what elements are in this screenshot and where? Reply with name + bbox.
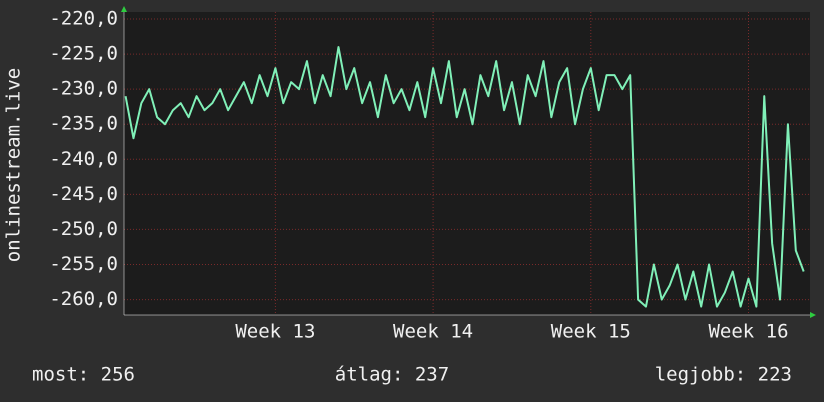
y-axis-arrow <box>121 6 127 12</box>
footer-average: átlag: 237 <box>335 364 449 386</box>
y-tick-label: -230,0 <box>49 78 118 100</box>
x-tick-label: Week 13 <box>235 321 315 343</box>
plot-area <box>124 12 810 315</box>
y-tick-label: -250,0 <box>49 218 118 240</box>
x-tick-label: Week 16 <box>708 321 788 343</box>
data-line <box>124 46 805 308</box>
x-tick-label: Week 14 <box>393 321 473 343</box>
y-tick-label: -245,0 <box>49 183 118 205</box>
y-tick-label: -225,0 <box>49 43 118 65</box>
y-tick-label: -235,0 <box>49 113 118 135</box>
y-tick-label: -220,0 <box>49 8 118 30</box>
x-tick-label: Week 15 <box>551 321 631 343</box>
y-axis-label: onlinestream.live <box>3 68 25 262</box>
y-tick-label: -240,0 <box>49 148 118 170</box>
footer-current: most: 256 <box>32 364 135 386</box>
footer-best: legjobb: 223 <box>655 364 792 386</box>
x-axis-arrow <box>810 312 816 318</box>
y-tick-label: -260,0 <box>49 288 118 310</box>
y-tick-label: -255,0 <box>49 253 118 275</box>
